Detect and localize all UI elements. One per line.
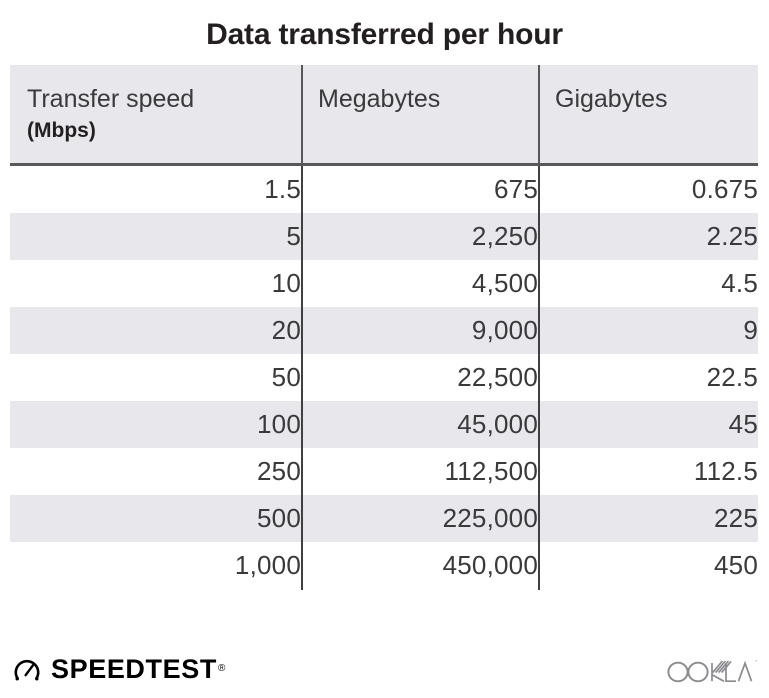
cell-gigabytes: 22.5 bbox=[706, 362, 758, 392]
cell-megabytes: 225,000 bbox=[301, 495, 538, 542]
speedtest-logo: SPEEDTEST ® bbox=[12, 654, 225, 684]
cell-gigabytes: 45 bbox=[538, 401, 758, 448]
cell-gigabytes: 225 bbox=[538, 495, 758, 542]
table-header: Transfer speed (Mbps) Megabytes Gigabyte… bbox=[10, 65, 758, 166]
table-row: 1.5 675 0.675 bbox=[10, 165, 758, 214]
cell-megabytes: 112,500 bbox=[444, 456, 538, 486]
table-row: 250 112,500 112.5 bbox=[10, 448, 758, 495]
speedtest-trademark-icon: ® bbox=[217, 663, 226, 674]
table-row: 500 225,000 225 bbox=[10, 495, 758, 542]
cell-gigabytes: 2.25 bbox=[538, 213, 758, 260]
column-divider-1-header bbox=[301, 65, 303, 163]
table-row: 50 22,500 22.5 bbox=[10, 354, 758, 401]
column-divider-1-body bbox=[301, 166, 303, 590]
cell-gigabytes: 9 bbox=[538, 307, 758, 354]
cell-transfer-speed: 1,000 bbox=[234, 550, 301, 580]
footer: SPEEDTEST ® bbox=[0, 640, 769, 698]
cell-megabytes: 450,000 bbox=[442, 550, 538, 580]
column-header-transfer-speed: Transfer speed (Mbps) bbox=[10, 65, 301, 166]
column-header-megabytes-label: Megabytes bbox=[318, 85, 441, 113]
cell-transfer-speed: 10 bbox=[271, 268, 301, 298]
column-header-gigabytes-label: Gigabytes bbox=[555, 85, 668, 113]
table-header-row: Transfer speed (Mbps) Megabytes Gigabyte… bbox=[10, 65, 758, 166]
cell-megabytes: 4,500 bbox=[471, 268, 538, 298]
cell-gigabytes: 112.5 bbox=[693, 456, 758, 486]
cell-transfer-speed: 20 bbox=[10, 307, 301, 354]
cell-megabytes: 675 bbox=[494, 174, 538, 204]
ookla-trademark-icon: ’ bbox=[755, 659, 757, 668]
column-divider-2-body bbox=[538, 166, 540, 590]
table-body: 1.5 675 0.675 5 2,250 2.25 10 4,500 4.5 … bbox=[10, 165, 758, 590]
ookla-logo: ’ bbox=[666, 655, 757, 690]
page-title: Data transferred per hour bbox=[206, 18, 563, 51]
column-divider-2-header bbox=[538, 65, 540, 163]
cell-gigabytes: 450 bbox=[714, 550, 758, 580]
speedtest-wordmark: SPEEDTEST bbox=[51, 653, 217, 684]
table-row: 1,000 450,000 450 bbox=[10, 542, 758, 589]
cell-transfer-speed: 500 bbox=[10, 495, 301, 542]
cell-transfer-speed: 50 bbox=[271, 362, 301, 392]
cell-transfer-speed: 1.5 bbox=[264, 174, 301, 204]
cell-transfer-speed: 250 bbox=[257, 456, 301, 486]
column-header-transfer-speed-unit: (Mbps) bbox=[27, 119, 96, 142]
cell-gigabytes: 0.675 bbox=[691, 174, 758, 204]
table-row: 20 9,000 9 bbox=[10, 307, 758, 354]
column-header-megabytes: Megabytes bbox=[301, 65, 538, 166]
data-table-container: Transfer speed (Mbps) Megabytes Gigabyte… bbox=[10, 65, 758, 590]
table-row: 10 4,500 4.5 bbox=[10, 260, 758, 307]
cell-megabytes: 9,000 bbox=[301, 307, 538, 354]
ookla-wordmark bbox=[666, 655, 754, 690]
cell-transfer-speed: 100 bbox=[10, 401, 301, 448]
data-table: Transfer speed (Mbps) Megabytes Gigabyte… bbox=[10, 65, 758, 589]
cell-megabytes: 2,250 bbox=[301, 213, 538, 260]
cell-transfer-speed: 5 bbox=[10, 213, 301, 260]
table-row: 5 2,250 2.25 bbox=[10, 213, 758, 260]
column-header-transfer-speed-label: Transfer speed bbox=[27, 85, 195, 113]
table-row: 100 45,000 45 bbox=[10, 401, 758, 448]
column-header-gigabytes: Gigabytes bbox=[538, 65, 758, 166]
cell-gigabytes: 4.5 bbox=[721, 268, 758, 298]
cell-megabytes: 45,000 bbox=[301, 401, 538, 448]
cell-megabytes: 22,500 bbox=[457, 362, 538, 392]
speedometer-icon bbox=[12, 654, 42, 684]
